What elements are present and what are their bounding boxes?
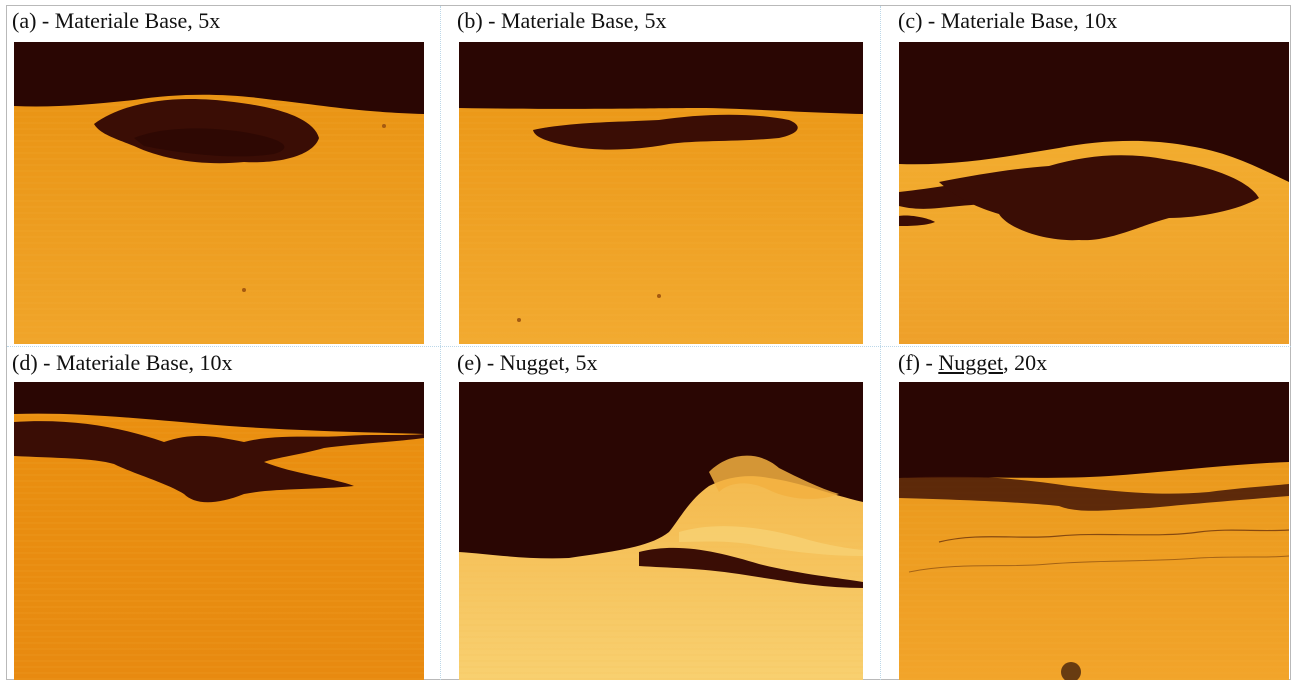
row-separator (7, 346, 1291, 347)
caption-f: (f) - Nugget, 20x (898, 350, 1048, 375)
caption-d: (d) - Materiale Base, 10x (12, 350, 233, 375)
caption-e: (e) - Nugget, 5x (457, 350, 598, 375)
column-separator (440, 6, 441, 680)
micrograph-b (459, 42, 863, 344)
caption-b: (b) - Materiale Base, 5x (457, 8, 667, 33)
caption-a: (a) - Materiale Base, 5x (12, 8, 221, 33)
micrograph-f (899, 382, 1289, 680)
micrograph-c (899, 42, 1289, 344)
caption-c: (c) - Materiale Base, 10x (898, 8, 1118, 33)
column-separator (880, 6, 881, 680)
micrograph-d (14, 382, 424, 680)
micrograph-e (459, 382, 863, 680)
micrograph-a (14, 42, 424, 344)
